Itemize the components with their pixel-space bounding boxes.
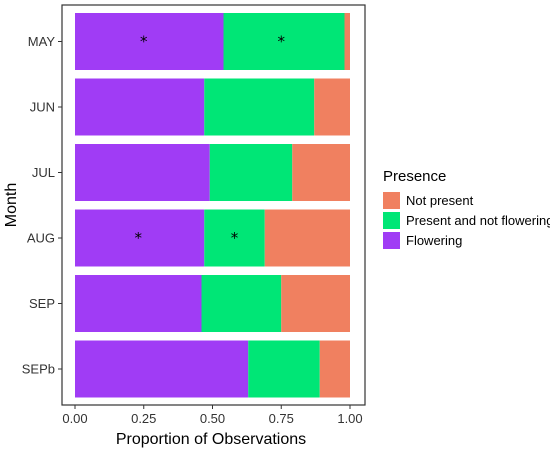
bar-aug-present-and-not-flowering <box>204 209 265 267</box>
bar-sepb-flowering <box>75 340 249 398</box>
x-axis-title: Proportion of Observations <box>116 431 306 448</box>
legend-key-present-and-not-flowering <box>383 212 400 229</box>
bar-sep-present-and-not-flowering <box>201 275 282 332</box>
annotation-may-1: * <box>278 33 286 51</box>
bars-layer <box>75 13 350 398</box>
bar-may-present-and-not-flowering <box>223 13 345 70</box>
bar-jun-present-and-not-flowering <box>204 78 315 136</box>
bar-jul-present-and-not-flowering <box>209 144 293 201</box>
y-tick-label-may: MAY <box>28 34 56 49</box>
annotation-aug-3: * <box>231 229 239 247</box>
y-tick-label-jul: JUL <box>32 165 55 180</box>
x-tick-label-3: 0.75 <box>269 411 294 426</box>
annotation-aug-2: * <box>135 229 143 247</box>
legend-key-not-present <box>383 192 400 209</box>
bar-sepb-present-and-not-flowering <box>248 340 320 398</box>
x-tick-label-2: 0.50 <box>200 411 225 426</box>
legend-label-present-and-not-flowering: Present and not flowering <box>406 213 550 228</box>
x-tick-label-1: 0.25 <box>131 411 156 426</box>
bar-sepb-not-present <box>319 340 350 398</box>
y-axis: MAY JUN JUL AUG SEP SEPb <box>22 34 62 377</box>
bar-aug-not-present <box>264 209 350 267</box>
bar-sep-not-present <box>281 275 350 332</box>
y-tick-label-aug: AUG <box>27 231 55 246</box>
y-axis-title: Month <box>3 183 20 227</box>
legend: Presence Not present Present and not flow… <box>383 168 550 249</box>
bar-jul-not-present <box>292 144 350 201</box>
bar-jun-not-present <box>314 78 350 136</box>
bar-jun-flowering <box>75 78 205 136</box>
y-tick-label-jun: JUN <box>30 100 55 115</box>
x-tick-label-4: 1.00 <box>337 411 362 426</box>
bar-sep-flowering <box>75 275 202 332</box>
y-tick-label-sepb: SEPb <box>22 362 55 377</box>
bar-jul-flowering <box>75 144 210 201</box>
y-tick-label-sep: SEP <box>29 296 55 311</box>
legend-label-flowering: Flowering <box>406 233 462 248</box>
bar-may-flowering <box>75 13 224 70</box>
bar-may-not-present <box>344 13 350 70</box>
legend-title: Presence <box>383 168 446 185</box>
annotations-layer: * * * * <box>135 33 286 248</box>
x-tick-label-0: 0.00 <box>62 411 87 426</box>
legend-label-not-present: Not present <box>406 193 474 208</box>
x-axis: 0.00 0.25 0.50 0.75 1.00 <box>62 405 363 426</box>
bar-aug-flowering <box>75 209 205 267</box>
legend-key-flowering <box>383 232 400 249</box>
plot-panel <box>61 4 366 406</box>
annotation-may-0: * <box>140 33 148 51</box>
